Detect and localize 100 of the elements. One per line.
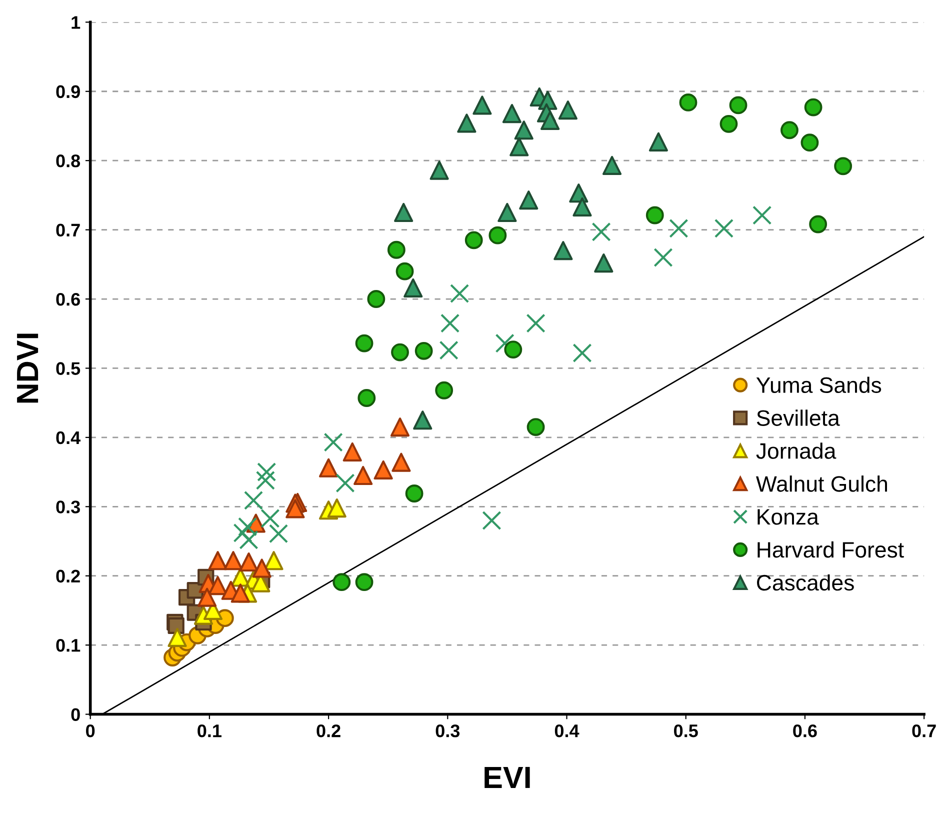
point bbox=[257, 462, 276, 482]
point bbox=[834, 157, 852, 176]
point bbox=[391, 343, 409, 362]
legend-label: Cascades bbox=[757, 574, 854, 591]
point bbox=[414, 342, 433, 360]
point bbox=[648, 132, 668, 152]
x-tick-label: 0.2 bbox=[316, 724, 340, 738]
legend-label: Jornada bbox=[756, 442, 836, 459]
point bbox=[198, 588, 217, 607]
point bbox=[752, 206, 772, 225]
point bbox=[504, 340, 522, 358]
point bbox=[654, 248, 673, 268]
y-axis-title: NDVI bbox=[17, 334, 38, 403]
point bbox=[440, 314, 460, 333]
x-tick-label: 0.7 bbox=[912, 724, 936, 738]
point bbox=[669, 218, 688, 238]
point bbox=[510, 137, 529, 156]
legend-label: Yuma Sands bbox=[756, 376, 882, 394]
point bbox=[714, 218, 734, 238]
x-tick-label: 0.5 bbox=[674, 724, 698, 738]
y-tick-label: 1 bbox=[72, 16, 80, 29]
point bbox=[572, 197, 592, 217]
point bbox=[404, 278, 423, 298]
point bbox=[336, 474, 355, 493]
legend-label: Konza bbox=[758, 509, 819, 525]
point bbox=[679, 93, 698, 112]
point bbox=[464, 231, 483, 250]
point bbox=[526, 314, 546, 333]
point bbox=[354, 466, 373, 486]
point bbox=[804, 98, 822, 116]
point bbox=[168, 617, 184, 634]
point bbox=[286, 499, 305, 518]
point bbox=[224, 551, 243, 570]
point bbox=[387, 240, 406, 259]
y-tick-label: 0.3 bbox=[56, 500, 80, 514]
point bbox=[780, 121, 798, 140]
point bbox=[569, 184, 588, 203]
point bbox=[519, 190, 538, 210]
point bbox=[208, 551, 228, 570]
point bbox=[327, 498, 346, 518]
point bbox=[390, 417, 410, 437]
point bbox=[405, 484, 424, 502]
point bbox=[244, 490, 264, 510]
legend-label: Sevilleta bbox=[756, 410, 840, 426]
point bbox=[498, 202, 517, 222]
x-tick-label: 0.6 bbox=[793, 724, 817, 738]
x-tick-label: 0 bbox=[86, 724, 95, 738]
point bbox=[208, 576, 228, 596]
point bbox=[233, 523, 252, 542]
point bbox=[324, 432, 343, 452]
y-tick-label: 0.8 bbox=[56, 154, 80, 168]
x-axis-title: EVI bbox=[484, 766, 530, 788]
point bbox=[394, 202, 414, 222]
y-tick-label: 0.5 bbox=[56, 362, 80, 375]
legend-label: Walnut Gulch bbox=[756, 476, 887, 492]
point bbox=[260, 508, 280, 528]
point bbox=[472, 96, 492, 115]
point bbox=[355, 334, 374, 352]
point bbox=[809, 215, 828, 234]
point bbox=[367, 290, 386, 308]
point bbox=[355, 573, 374, 592]
point bbox=[396, 262, 414, 280]
point bbox=[495, 334, 514, 353]
point bbox=[457, 114, 476, 133]
point bbox=[439, 340, 458, 360]
point bbox=[230, 584, 250, 603]
x-tick-label: 0.1 bbox=[198, 724, 222, 738]
point bbox=[450, 284, 470, 304]
point bbox=[374, 460, 393, 480]
point bbox=[268, 524, 288, 544]
point bbox=[720, 114, 738, 133]
point bbox=[413, 410, 432, 430]
point bbox=[514, 120, 534, 140]
point bbox=[239, 530, 258, 550]
x-tick-label: 0.3 bbox=[436, 724, 460, 738]
point bbox=[318, 458, 338, 478]
point bbox=[482, 510, 502, 530]
point bbox=[488, 226, 507, 244]
point bbox=[558, 100, 578, 120]
x-tick-label: 0.4 bbox=[554, 724, 580, 738]
point bbox=[430, 160, 449, 180]
point bbox=[435, 381, 454, 400]
point bbox=[540, 110, 560, 130]
point bbox=[526, 418, 545, 436]
point bbox=[554, 241, 573, 260]
y-tick-label: 0 bbox=[71, 708, 80, 721]
point bbox=[646, 206, 664, 224]
point bbox=[572, 343, 592, 363]
point bbox=[358, 389, 376, 407]
legend-label: Harvard Forest bbox=[758, 541, 904, 558]
point bbox=[800, 134, 819, 152]
y-tick-label: 0.4 bbox=[56, 431, 81, 444]
point bbox=[168, 628, 187, 647]
y-tick-label: 0.6 bbox=[56, 292, 80, 306]
point bbox=[342, 442, 362, 462]
point bbox=[594, 253, 614, 273]
point bbox=[239, 552, 258, 572]
y-tick-label: 0.9 bbox=[56, 85, 80, 98]
point bbox=[238, 517, 258, 536]
point bbox=[502, 104, 522, 124]
